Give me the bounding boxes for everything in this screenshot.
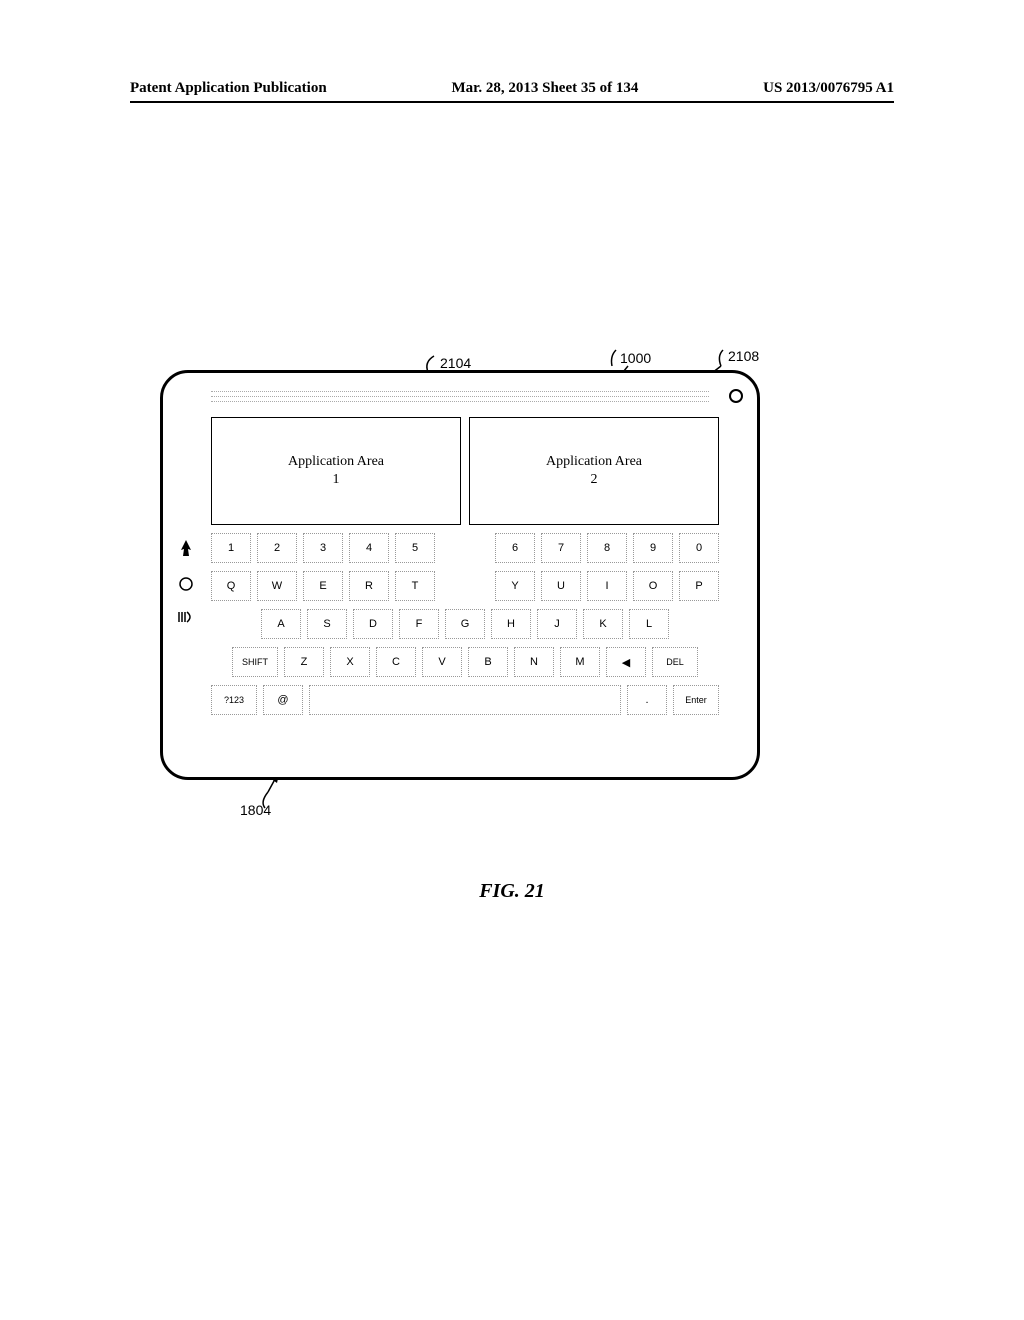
key-v[interactable]: V bbox=[422, 647, 462, 677]
status-bar bbox=[211, 389, 709, 409]
key-8[interactable]: 8 bbox=[587, 533, 627, 563]
key-r[interactable]: R bbox=[349, 571, 389, 601]
key-back[interactable]: ◀ bbox=[606, 647, 646, 677]
key-period[interactable]: . bbox=[627, 685, 667, 715]
key-1[interactable]: 1 bbox=[211, 533, 251, 563]
key-g[interactable]: G bbox=[445, 609, 485, 639]
key-3[interactable]: 3 bbox=[303, 533, 343, 563]
application-areas: Application Area 1 Application Area 2 bbox=[211, 417, 719, 525]
header-right: US 2013/0076795 A1 bbox=[763, 80, 894, 97]
ref-2104: 2104 bbox=[440, 355, 471, 371]
header-center: Mar. 28, 2013 Sheet 35 of 134 bbox=[451, 80, 638, 97]
key-w[interactable]: W bbox=[257, 571, 297, 601]
key-o[interactable]: O bbox=[633, 571, 673, 601]
key-5[interactable]: 5 bbox=[395, 533, 435, 563]
application-area-2: Application Area 2 bbox=[469, 417, 719, 525]
figure-caption: FIG. 21 bbox=[0, 880, 1024, 903]
key-m[interactable]: M bbox=[560, 647, 600, 677]
key-e[interactable]: E bbox=[303, 571, 343, 601]
speaker-icon bbox=[177, 610, 195, 624]
key-del[interactable]: DEL bbox=[652, 647, 698, 677]
key-j[interactable]: J bbox=[537, 609, 577, 639]
key-t[interactable]: T bbox=[395, 571, 435, 601]
key-z[interactable]: Z bbox=[284, 647, 324, 677]
key-at[interactable]: @ bbox=[263, 685, 303, 715]
device-frame: Application Area 1 Application Area 2 1 … bbox=[160, 370, 760, 780]
key-x[interactable]: X bbox=[330, 647, 370, 677]
keyboard: 1 2 3 4 5 6 7 8 9 0 Q W E bbox=[211, 533, 719, 715]
key-k[interactable]: K bbox=[583, 609, 623, 639]
key-i[interactable]: I bbox=[587, 571, 627, 601]
key-n[interactable]: N bbox=[514, 647, 554, 677]
keyboard-row-numbers: 1 2 3 4 5 6 7 8 9 0 bbox=[211, 533, 719, 563]
key-l[interactable]: L bbox=[629, 609, 669, 639]
ref-1000: 1000 bbox=[620, 350, 651, 366]
header-left: Patent Application Publication bbox=[130, 80, 327, 97]
key-enter[interactable]: Enter bbox=[673, 685, 719, 715]
key-symbols[interactable]: ?123 bbox=[211, 685, 257, 715]
key-4[interactable]: 4 bbox=[349, 533, 389, 563]
key-9[interactable]: 9 bbox=[633, 533, 673, 563]
keyboard-row-asdf: A S D F G H J K L bbox=[211, 609, 719, 639]
key-s[interactable]: S bbox=[307, 609, 347, 639]
key-a[interactable]: A bbox=[261, 609, 301, 639]
key-f[interactable]: F bbox=[399, 609, 439, 639]
side-controls bbox=[171, 538, 201, 624]
key-c[interactable]: C bbox=[376, 647, 416, 677]
key-0[interactable]: 0 bbox=[679, 533, 719, 563]
key-p[interactable]: P bbox=[679, 571, 719, 601]
key-q[interactable]: Q bbox=[211, 571, 251, 601]
key-6[interactable]: 6 bbox=[495, 533, 535, 563]
application-area-1: Application Area 1 bbox=[211, 417, 461, 525]
camera-icon bbox=[729, 389, 743, 403]
ref-2108: 2108 bbox=[728, 348, 759, 364]
key-space[interactable] bbox=[309, 685, 621, 715]
key-h[interactable]: H bbox=[491, 609, 531, 639]
circle-button-icon bbox=[178, 576, 194, 592]
ref-1804: 1804 bbox=[240, 802, 271, 818]
page-header: Patent Application Publication Mar. 28, … bbox=[130, 80, 894, 103]
keyboard-row-qwerty: Q W E R T Y U I O P bbox=[211, 571, 719, 601]
key-2[interactable]: 2 bbox=[257, 533, 297, 563]
key-7[interactable]: 7 bbox=[541, 533, 581, 563]
key-y[interactable]: Y bbox=[495, 571, 535, 601]
key-u[interactable]: U bbox=[541, 571, 581, 601]
key-d[interactable]: D bbox=[353, 609, 393, 639]
key-b[interactable]: B bbox=[468, 647, 508, 677]
keyboard-row-bottom: ?123 @ . Enter bbox=[211, 685, 719, 715]
keyboard-row-zxcv: SHIFT Z X C V B N M ◀ DEL bbox=[211, 647, 719, 677]
up-arrow-icon bbox=[179, 538, 193, 558]
figure: 1000 2104 2108 1804 bbox=[160, 370, 760, 780]
key-shift[interactable]: SHIFT bbox=[232, 647, 278, 677]
